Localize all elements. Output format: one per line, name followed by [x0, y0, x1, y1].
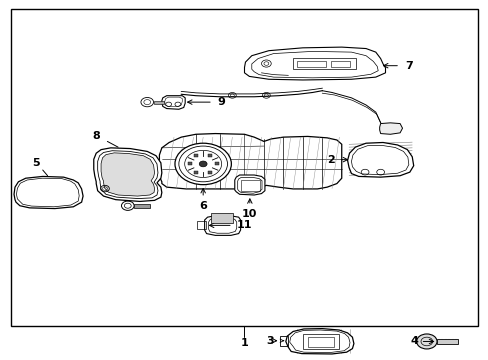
- Text: 1: 1: [240, 338, 248, 347]
- Bar: [241, 180, 259, 191]
- Polygon shape: [285, 329, 353, 354]
- Polygon shape: [347, 143, 413, 177]
- Bar: [292, 58, 356, 69]
- Text: 4: 4: [409, 337, 417, 346]
- Polygon shape: [101, 153, 154, 196]
- Polygon shape: [204, 216, 240, 235]
- Bar: [280, 336, 287, 346]
- Polygon shape: [14, 176, 83, 208]
- Circle shape: [416, 334, 436, 349]
- Bar: [307, 337, 334, 347]
- Polygon shape: [234, 175, 264, 195]
- Circle shape: [199, 161, 206, 167]
- Bar: [296, 61, 325, 67]
- Bar: [302, 334, 339, 348]
- Bar: [187, 162, 191, 165]
- Polygon shape: [244, 47, 385, 80]
- Text: 5: 5: [33, 158, 40, 168]
- Text: 11: 11: [236, 220, 252, 230]
- Text: 8: 8: [92, 131, 100, 141]
- Bar: [214, 162, 218, 165]
- Polygon shape: [159, 134, 341, 189]
- Text: 3: 3: [265, 336, 273, 346]
- Text: 2: 2: [326, 155, 334, 165]
- Polygon shape: [162, 96, 185, 109]
- Circle shape: [175, 143, 231, 185]
- Bar: [436, 339, 458, 344]
- Bar: [153, 101, 164, 104]
- Polygon shape: [379, 123, 402, 134]
- Bar: [211, 213, 233, 223]
- Bar: [207, 154, 211, 157]
- Bar: [330, 61, 350, 67]
- Text: 6: 6: [199, 202, 207, 211]
- Polygon shape: [94, 148, 162, 202]
- Text: 10: 10: [242, 209, 257, 219]
- Bar: [11, 9, 477, 327]
- Bar: [134, 203, 149, 208]
- Bar: [197, 221, 205, 229]
- Text: 7: 7: [404, 61, 412, 71]
- Bar: [194, 154, 198, 157]
- Bar: [194, 171, 198, 174]
- Bar: [207, 171, 211, 174]
- Text: 9: 9: [217, 97, 225, 107]
